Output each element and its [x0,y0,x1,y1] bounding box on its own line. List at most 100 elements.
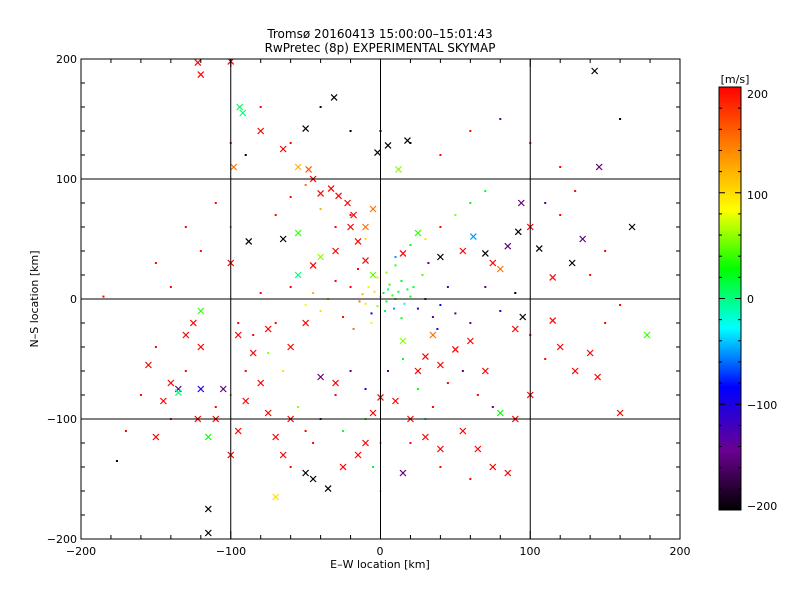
data-point-dot [514,292,517,294]
data-point-cross [317,253,325,261]
data-point-cross [496,409,504,417]
data-point-cross [496,265,504,273]
y-tick-label: 100 [56,173,77,186]
data-point-dot [421,274,424,276]
axis-ticks [80,58,681,540]
data-point-dot [559,214,562,216]
data-point-dot [604,250,607,252]
data-point-dot [352,328,355,330]
data-point-dot [319,208,322,210]
data-point-cross [335,192,342,200]
data-point-cross [327,185,335,193]
data-point-dot [439,304,442,306]
data-point-cross [189,319,197,327]
data-point-dot [370,322,373,324]
data-point-cross [362,223,369,231]
data-point-dot [431,406,434,408]
data-point-cross [332,247,339,255]
data-point-dot [289,286,292,288]
data-point-dot [386,370,389,372]
data-point-dot [334,394,337,396]
data-point-dot [297,406,300,408]
data-point-dot [349,286,352,288]
data-point-cross [347,223,354,231]
data-point-cross [174,389,182,397]
data-point-cross [302,319,310,327]
data-point-dot [427,262,430,264]
data-point-dot [469,202,472,204]
data-point-cross [264,325,272,333]
data-point-dot [319,310,322,312]
data-point-cross [591,67,599,75]
data-point-cross [294,271,302,279]
y-tick-label: −200 [47,533,77,546]
data-point-cross [234,427,242,435]
data-point-cross [194,59,202,67]
data-point-cross [204,433,212,441]
data-point-dot [469,130,472,132]
data-point-dot [259,106,262,108]
data-point-cross [384,141,392,149]
y-tick-label: 0 [70,293,77,306]
data-point-dot [446,382,449,384]
data-point-dot [372,466,375,468]
data-point-dot [289,196,292,198]
data-point-cross [504,469,512,477]
data-point-dot [394,256,397,258]
data-point-cross [302,125,310,133]
data-point-cross [309,261,317,269]
data-point-dot [358,300,361,303]
data-point-dot [214,406,217,408]
x-tick-label: −100 [216,545,246,558]
data-point-cross [451,345,459,353]
data-point-dot [476,394,479,396]
data-point-dot [154,346,157,348]
data-point-dot [392,307,395,310]
data-point-dot [574,190,577,192]
data-point-dot [184,226,187,228]
data-point-dot [342,316,345,318]
data-point-cross [489,463,497,471]
data-point-cross [519,313,527,321]
data-point-dot [439,466,442,468]
colorbar-ticks [719,86,741,511]
data-point-cross [279,235,287,243]
data-point-dot [439,226,442,228]
data-point-dot [431,316,434,318]
data-point-cross [466,337,474,345]
data-point-cross [549,317,557,325]
data-point-cross [197,307,205,315]
data-point-cross [294,229,302,237]
colorbar-tick-label: 100 [747,189,768,202]
data-point-dot [274,214,277,216]
data-point-cross [197,71,205,79]
data-point-dot [386,288,389,291]
data-point-dot [385,271,388,274]
data-point-dot [367,286,370,288]
x-tick-label: −200 [66,545,96,558]
data-point-dot [469,322,472,324]
x-tick-label: 200 [670,545,691,558]
data-point-dot [401,358,404,360]
data-point-cross [362,439,369,447]
data-point-cross [517,199,525,207]
data-point-dot [559,166,562,168]
data-point-dot [342,430,345,432]
data-point-cross [362,257,369,265]
data-point-dot [312,292,315,294]
grid-lines [81,59,680,539]
data-point-dot [214,202,217,204]
data-point-cross [272,433,280,441]
data-point-cross [317,189,325,197]
colorbar-tick-label: −100 [747,399,777,412]
data-point-cross [556,343,564,351]
data-point-dot [400,280,403,282]
data-point-cross [197,385,205,393]
data-point-cross [549,273,557,281]
data-point-cross [354,237,362,245]
data-point-dot [376,305,379,308]
y-tick-label: 200 [56,53,77,66]
data-point-cross [234,331,242,339]
data-point-dot [139,394,142,396]
